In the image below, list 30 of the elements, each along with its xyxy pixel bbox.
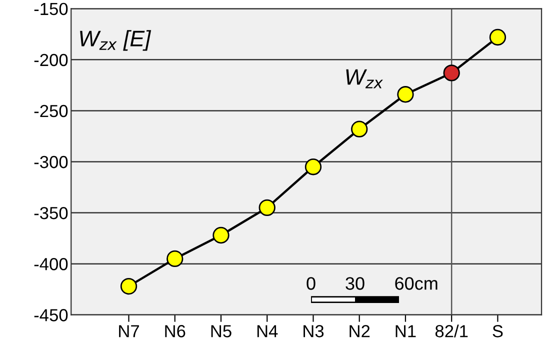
point [258,199,276,216]
point [397,86,414,103]
x-tick-label: S [492,325,503,338]
y-tick-label: -200 [34,54,68,66]
annotation: 30 [346,277,364,290]
annotation: 0 [306,277,316,290]
series-label: W$_{zx}$ [346,69,383,88]
x-tick-label: N1 [396,325,416,338]
x-tick-label: N6 [165,325,186,338]
x-tick-label: N3 [304,325,324,338]
point [120,278,138,295]
point [304,158,322,176]
y-tick-label: -300 [34,156,68,168]
y-tick-label: -450 [34,309,68,322]
point [212,226,230,244]
y-tick-label: -400 [34,258,68,270]
x-tick-label: N7 [119,325,139,338]
y-tick-label: -350 [34,206,68,220]
x-tick-label: N2 [350,325,370,338]
annotation: 60cm [395,277,438,290]
y-axis-title: W$_{zx}$ [E] [80,30,152,51]
y-tick-label: -250 [34,104,68,118]
point [166,250,184,268]
y-tick-label: -150 [34,2,68,16]
point [489,28,506,46]
x-tick-label: N5 [211,325,232,338]
x-tick-label: N4 [257,325,278,338]
x-tick-label: 82/1 [435,324,468,338]
point [443,64,460,82]
point [351,120,368,138]
